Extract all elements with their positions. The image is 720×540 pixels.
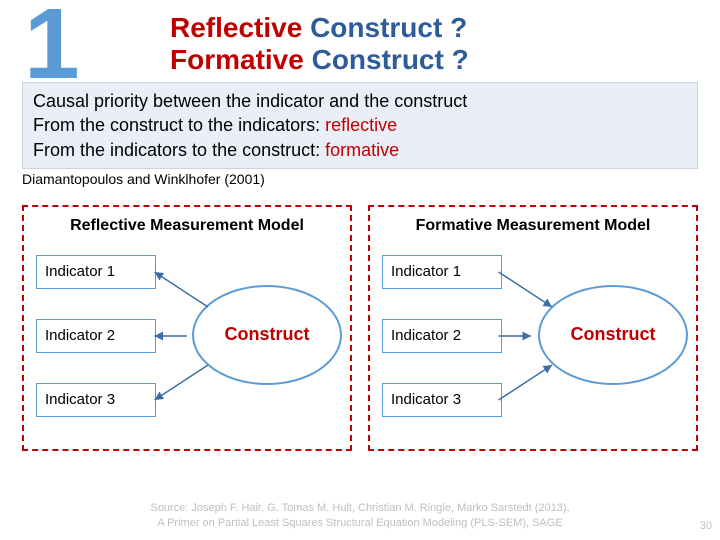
reflective-construct: Construct — [192, 285, 342, 385]
reflective-indicator-1: Indicator 1 — [36, 255, 156, 289]
formative-construct: Construct — [538, 285, 688, 385]
citation: Diamantopoulos and Winklhofer (2001) — [22, 171, 698, 187]
reflective-panel: Reflective Measurement Model Indicator 1… — [22, 205, 352, 451]
info-formative: formative — [325, 140, 399, 160]
title-line-2: Formative Construct ? — [170, 44, 700, 76]
info-box: Causal priority between the indicator an… — [22, 82, 698, 169]
formative-panel: Formative Measurement Model Indicator 1 … — [368, 205, 698, 451]
title-line-1: Reflective Construct ? — [170, 12, 700, 44]
info-reflective: reflective — [325, 115, 397, 135]
reflective-body: Indicator 1 Indicator 2 Indicator 3 Cons… — [34, 247, 340, 427]
info-line-3: From the indicators to the construct: fo… — [33, 138, 687, 162]
title-formative: Formative — [170, 44, 304, 75]
footer-source: Source: Joseph F. Hair, G. Tomas M. Hult… — [0, 501, 720, 530]
info-line-1: Causal priority between the indicator an… — [33, 89, 687, 113]
formative-indicator-3: Indicator 3 — [382, 383, 502, 417]
header: 1 Reflective Construct ? Formative Const… — [0, 0, 720, 76]
info-line-3a: From the indicators to the construct: — [33, 140, 325, 160]
section-number: 1 — [24, 0, 80, 94]
formative-indicator-1: Indicator 1 — [382, 255, 502, 289]
reflective-title: Reflective Measurement Model — [34, 217, 340, 235]
reflective-indicator-2: Indicator 2 — [36, 319, 156, 353]
reflective-indicator-3: Indicator 3 — [36, 383, 156, 417]
models-row: Reflective Measurement Model Indicator 1… — [22, 205, 698, 451]
title-reflective: Reflective — [170, 12, 302, 43]
info-line-2a: From the construct to the indicators: — [33, 115, 325, 135]
slide-number: 30 — [700, 520, 712, 532]
title-construct-2: Construct ? — [304, 44, 469, 75]
formative-indicator-2: Indicator 2 — [382, 319, 502, 353]
formative-title: Formative Measurement Model — [380, 217, 686, 235]
footer-line-1: Source: Joseph F. Hair, G. Tomas M. Hult… — [150, 502, 569, 514]
title-construct-1: Construct ? — [302, 12, 467, 43]
formative-body: Indicator 1 Indicator 2 Indicator 3 Cons… — [380, 247, 686, 427]
title-block: Reflective Construct ? Formative Constru… — [170, 8, 700, 76]
info-line-2: From the construct to the indicators: re… — [33, 113, 687, 137]
footer-line-2: A Primer on Partial Least Squares Struct… — [157, 517, 562, 529]
